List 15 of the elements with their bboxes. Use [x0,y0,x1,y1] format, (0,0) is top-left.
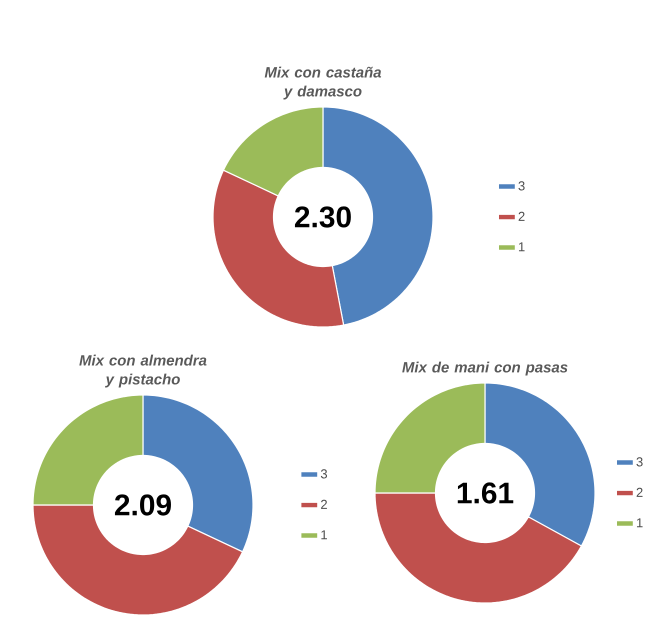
legend-label: 2 [321,500,327,509]
legend-label: 1 [321,530,327,540]
legend-label: 2 [518,212,525,221]
chart-title: Mix de mani con pasas [402,362,568,376]
text: 1.61 [458,482,514,504]
legend-label: 3 [320,469,328,478]
text: 2.09 [114,494,171,516]
legend-label: 3 [518,181,525,190]
legend-label: 3 [636,457,643,466]
legend-label: 1 [518,242,525,252]
legend-label: 2 [636,488,643,497]
text: 2.30 [294,206,351,228]
legend-label: 1 [636,518,643,528]
chart-title: Mix con almendra y pistacho [79,354,206,388]
chart-title: Mix con castaña y damasco [264,66,382,100]
